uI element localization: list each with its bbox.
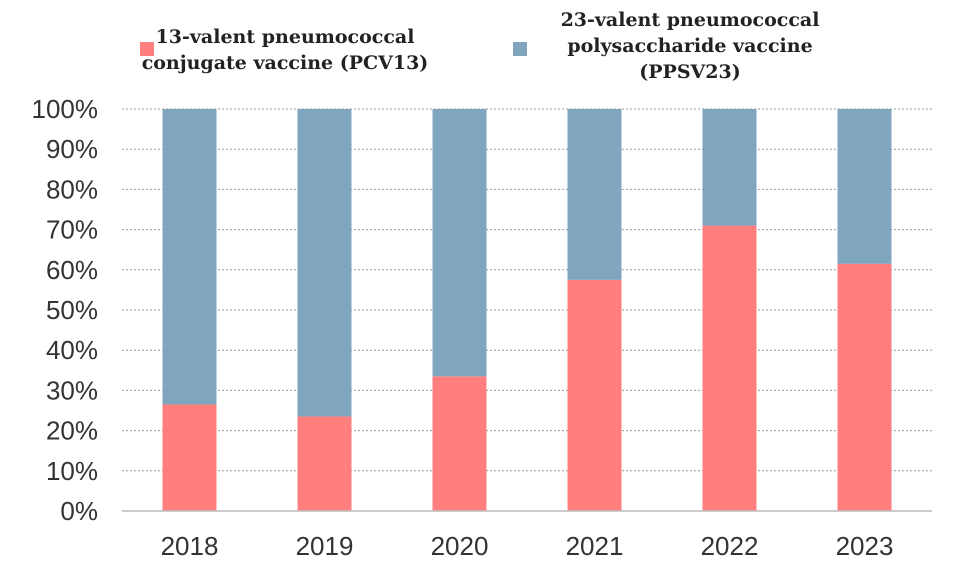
- y-tick-label: 40%: [46, 335, 98, 365]
- y-tick-label: 30%: [46, 375, 98, 405]
- y-tick-label: 10%: [46, 456, 98, 486]
- legend-swatch-pcv13: [140, 42, 154, 56]
- x-tick-label: 2023: [836, 531, 894, 561]
- y-tick-label: 0%: [60, 496, 98, 526]
- x-tick-label: 2022: [701, 531, 759, 561]
- y-tick-label: 70%: [46, 215, 98, 245]
- bar-segment-pcv13-2022: [702, 225, 757, 511]
- legend: 13-valent pneumococcal conjugate vaccine …: [140, 9, 819, 83]
- x-tick-label: 2021: [566, 531, 624, 561]
- bar-segment-ppsv23-2022: [702, 109, 757, 226]
- legend-label-line: 23-valent pneumococcal: [561, 9, 820, 31]
- bar-segment-ppsv23-2020: [432, 109, 487, 377]
- axes: 0% 10% 20% 30% 40% 50% 60% 70% 80% 90% 100% 2018 201…: [32, 94, 932, 561]
- grid-lines: [122, 108, 932, 472]
- legend-swatch-ppsv23: [513, 42, 527, 56]
- y-tick-label: 80%: [46, 174, 98, 204]
- y-tick-label: 100%: [32, 94, 99, 124]
- bar-segment-ppsv23-2023: [837, 109, 892, 264]
- y-tick-label: 50%: [46, 295, 98, 325]
- legend-label-line: polysaccharide vaccine: [567, 35, 812, 57]
- bar-segment-pcv13-2021: [567, 279, 622, 511]
- y-tick-label: 90%: [46, 134, 98, 164]
- legend-label-line: (PPSV23): [639, 61, 740, 83]
- x-tick-label: 2019: [296, 531, 354, 561]
- bar-segment-pcv13-2020: [432, 376, 487, 511]
- y-tick-label: 60%: [46, 255, 98, 285]
- bar-segment-ppsv23-2021: [567, 109, 622, 280]
- bar-segment-ppsv23-2018: [162, 109, 217, 405]
- bars: [162, 109, 892, 511]
- y-tick-label: 20%: [46, 416, 98, 446]
- legend-label-line: conjugate vaccine (PCV13): [142, 52, 429, 74]
- bar-segment-ppsv23-2019: [297, 109, 352, 417]
- x-tick-label: 2018: [161, 531, 219, 561]
- legend-label-line: 13-valent pneumococcal: [156, 26, 415, 48]
- x-tick-label: 2020: [431, 531, 489, 561]
- bar-segment-pcv13-2018: [162, 404, 217, 511]
- bar-segment-pcv13-2023: [837, 263, 892, 511]
- bar-segment-pcv13-2019: [297, 416, 352, 511]
